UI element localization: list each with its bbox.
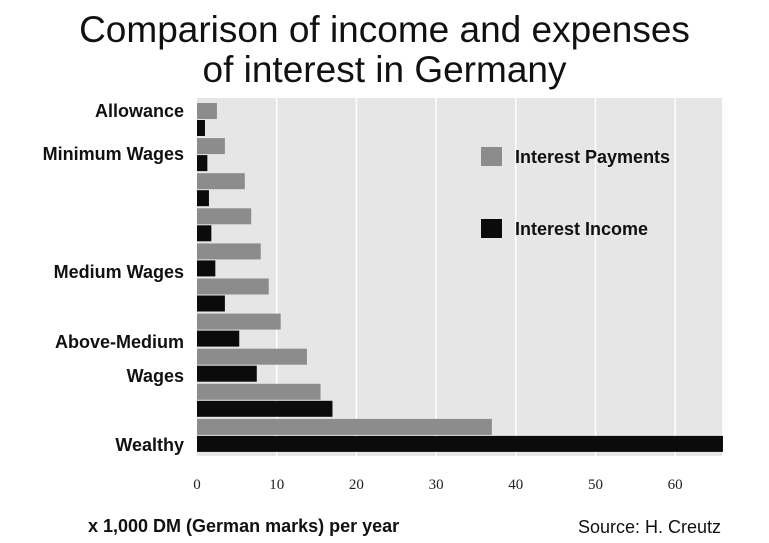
x-tick-label: 50: [588, 477, 603, 493]
category-label: Minimum Wages: [43, 144, 184, 164]
bar-interest-income: [197, 295, 225, 312]
bar-interest-income: [197, 120, 205, 136]
x-tick-label: 30: [429, 477, 444, 493]
bar-interest-income: [197, 155, 208, 172]
legend-swatch: [481, 219, 502, 238]
legend-label: Interest Payments: [515, 147, 670, 167]
x-tick-label: 0: [193, 477, 201, 493]
category-label: Wealthy: [115, 435, 184, 455]
bar-interest-payments: [197, 278, 269, 295]
legend-label: Interest Income: [515, 219, 648, 239]
x-tick-label: 60: [668, 477, 683, 493]
chart-title-line-1: Comparison of income and expenses: [79, 9, 690, 50]
x-tick-label: 10: [269, 477, 284, 493]
bar-interest-income: [197, 400, 333, 417]
bar-interest-payments: [197, 138, 225, 155]
bar-interest-payments: [197, 313, 281, 330]
category-label: Above-Medium: [55, 332, 184, 352]
bar-interest-income: [197, 435, 723, 452]
bar-interest-payments: [197, 173, 245, 190]
chart-title-line-2: of interest in Germany: [202, 49, 567, 90]
bar-interest-income: [197, 330, 240, 347]
category-label: Medium Wages: [54, 262, 184, 282]
legend-swatch: [481, 147, 502, 166]
category-label: Wages: [127, 366, 184, 386]
chart-title: Comparison of income and expenses of int…: [0, 10, 769, 90]
bar-interest-income: [197, 190, 209, 207]
bar-interest-payments: [197, 243, 261, 260]
x-tick-label: 40: [508, 477, 523, 493]
bar-interest-income: [197, 365, 257, 382]
bar-interest-payments: [197, 103, 217, 119]
category-label: Allowance: [95, 101, 184, 121]
bar-interest-income: [197, 260, 216, 277]
bar-interest-payments: [197, 208, 252, 225]
source-credit: Source: H. Creutz: [578, 517, 722, 537]
bar-interest-payments: [197, 418, 492, 435]
x-axis-unit-note: x 1,000 DM (German marks) per year: [88, 516, 400, 536]
bar-interest-payments: [197, 383, 321, 400]
x-tick-label: 20: [349, 477, 364, 493]
bar-interest-income: [197, 225, 212, 242]
bar-interest-payments: [197, 348, 307, 365]
